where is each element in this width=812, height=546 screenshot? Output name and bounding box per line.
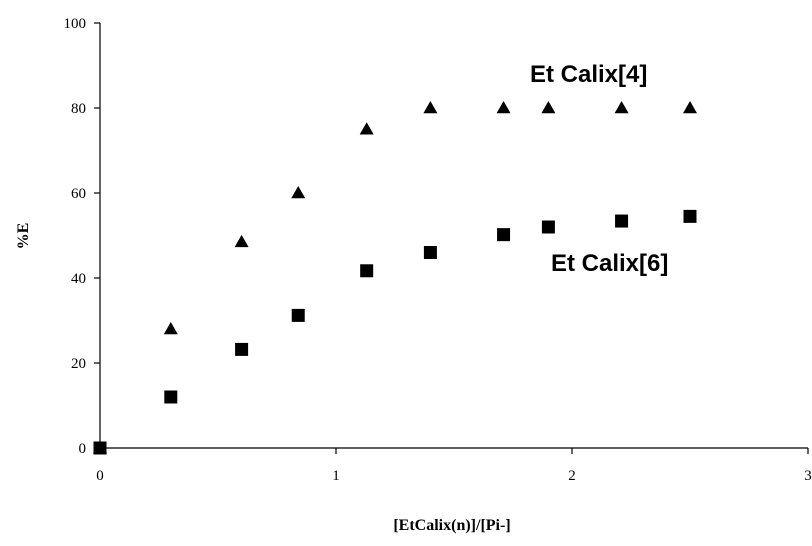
y-axis-title: %E bbox=[15, 223, 32, 250]
point-et-calix-6 bbox=[164, 390, 178, 404]
x-tick-label: 3 bbox=[804, 468, 812, 484]
point-et-calix-6 bbox=[683, 209, 697, 223]
point-et-calix-6 bbox=[235, 342, 249, 356]
series-label-et-calix-4: Et Calix[4] bbox=[530, 61, 647, 88]
point-et-calix-4 bbox=[683, 101, 697, 114]
axes bbox=[99, 23, 808, 449]
point-et-calix-6 bbox=[360, 264, 374, 278]
point-et-calix-6 bbox=[93, 441, 107, 455]
point-et-calix-6 bbox=[497, 228, 511, 242]
point-et-calix-4 bbox=[234, 234, 249, 248]
x-ticks: 0 1 2 3 bbox=[96, 448, 812, 484]
point-et-calix-6 bbox=[423, 246, 437, 259]
y-tick-label: 0 bbox=[79, 441, 87, 457]
x-tick-label: 2 bbox=[568, 468, 576, 484]
point-et-calix-4 bbox=[541, 101, 556, 114]
x-axis-title: [EtCalix(n)]/[Pi-] bbox=[393, 517, 510, 534]
x-tick-label: 1 bbox=[332, 468, 340, 484]
y-tick-label: 80 bbox=[71, 101, 86, 117]
point-et-calix-6 bbox=[615, 214, 629, 228]
point-et-calix-4 bbox=[359, 122, 374, 135]
point-et-calix-6 bbox=[541, 220, 555, 234]
data-points bbox=[93, 101, 697, 455]
y-ticks: 0 20 40 60 80 100 bbox=[64, 16, 100, 457]
point-et-calix-4 bbox=[291, 186, 306, 199]
y-tick-label: 100 bbox=[64, 16, 87, 32]
point-et-calix-6 bbox=[291, 308, 305, 322]
point-et-calix-4 bbox=[496, 101, 511, 114]
point-et-calix-4 bbox=[614, 101, 629, 114]
x-tick-label: 0 bbox=[96, 468, 104, 484]
y-tick-label: 40 bbox=[71, 271, 86, 287]
point-et-calix-4 bbox=[163, 322, 178, 335]
y-tick-label: 20 bbox=[71, 356, 86, 372]
point-et-calix-4 bbox=[423, 101, 438, 114]
series-label-et-calix-6: Et Calix[6] bbox=[551, 250, 668, 277]
y-tick-label: 60 bbox=[71, 186, 86, 202]
